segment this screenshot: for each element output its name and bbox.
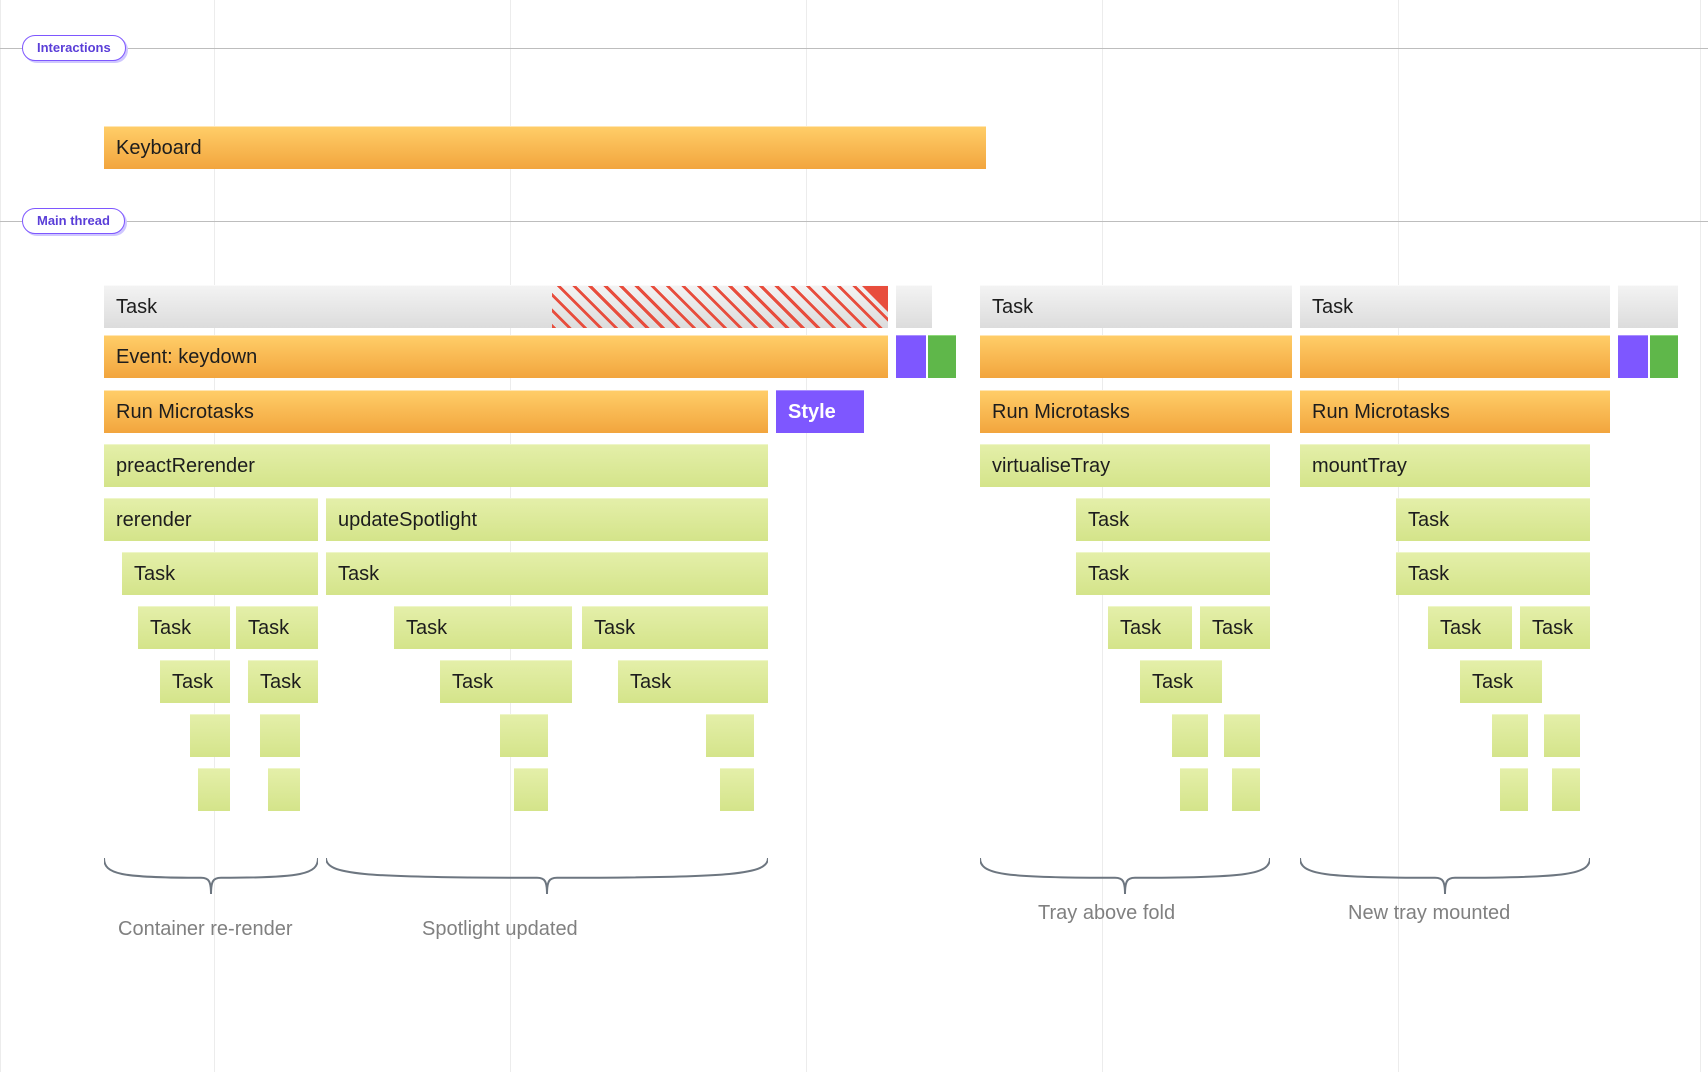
annotation-caption: Tray above fold [1038, 902, 1175, 925]
flame-entry[interactable]: Event: keydown [104, 335, 888, 378]
flame-entry[interactable] [1232, 768, 1260, 811]
flame-entry[interactable] [720, 768, 754, 811]
flame-entry[interactable]: Task [1520, 606, 1590, 649]
flame-entry[interactable] [260, 714, 300, 757]
flame-entry[interactable]: Task [1396, 498, 1590, 541]
flame-entry[interactable] [198, 768, 230, 811]
flame-entry[interactable] [1500, 768, 1528, 811]
annotation-brace [326, 858, 768, 894]
flame-entry[interactable] [1618, 285, 1678, 328]
gridline [0, 0, 1, 1072]
flame-entry[interactable]: Task [1076, 498, 1270, 541]
flame-entry[interactable] [1180, 768, 1208, 811]
flame-entry[interactable] [1650, 335, 1678, 378]
main-thread-divider [0, 221, 1708, 222]
flame-entry[interactable]: Task [1140, 660, 1222, 703]
flame-entry[interactable]: Task [440, 660, 572, 703]
flame-entry[interactable] [1492, 714, 1528, 757]
interaction-bar[interactable]: Keyboard [104, 126, 986, 169]
flame-entry[interactable]: virtualiseTray [980, 444, 1270, 487]
flame-entry[interactable] [500, 714, 548, 757]
flame-entry[interactable]: Task [618, 660, 768, 703]
gridline [1700, 0, 1701, 1072]
annotation-caption: New tray mounted [1348, 902, 1510, 925]
flame-entry[interactable]: updateSpotlight [326, 498, 768, 541]
flame-entry[interactable] [980, 335, 1292, 378]
flame-entry[interactable] [896, 285, 932, 328]
long-task-triangle-icon [862, 286, 888, 312]
flame-entry[interactable]: Run Microtasks [980, 390, 1292, 433]
flame-entry[interactable]: Run Microtasks [1300, 390, 1610, 433]
annotation-brace [980, 858, 1270, 894]
annotation-brace [104, 858, 318, 894]
flame-entry[interactable]: Task [980, 285, 1292, 328]
flame-entry[interactable]: Task [248, 660, 318, 703]
flame-entry[interactable]: Run Microtasks [104, 390, 768, 433]
flame-entry[interactable] [706, 714, 754, 757]
flame-entry[interactable] [1618, 335, 1648, 378]
flame-entry[interactable]: Task [394, 606, 572, 649]
flame-entry[interactable] [1544, 714, 1580, 757]
flame-entry[interactable]: Task [104, 285, 888, 328]
flame-entry[interactable] [1224, 714, 1260, 757]
flame-entry[interactable]: Task [1428, 606, 1512, 649]
annotation-brace [1300, 858, 1590, 894]
annotation-caption: Container re-render [118, 918, 293, 941]
flame-entry[interactable]: Task [1300, 285, 1610, 328]
interactions-divider [0, 48, 1708, 49]
flame-entry[interactable] [928, 335, 956, 378]
flame-entry[interactable] [268, 768, 300, 811]
flame-entry[interactable] [1552, 768, 1580, 811]
flame-entry[interactable]: Style [776, 390, 864, 433]
flame-entry[interactable] [896, 335, 926, 378]
flame-entry[interactable]: Task [582, 606, 768, 649]
flame-entry[interactable]: Task [1460, 660, 1542, 703]
flame-entry[interactable] [514, 768, 548, 811]
flame-entry[interactable]: Task [1200, 606, 1270, 649]
flame-entry[interactable]: Task [138, 606, 230, 649]
flame-entry[interactable]: Task [1108, 606, 1192, 649]
flame-entry[interactable]: Task [326, 552, 768, 595]
flame-entry[interactable]: Task [1396, 552, 1590, 595]
flame-entry[interactable] [1300, 335, 1610, 378]
flame-entry[interactable]: preactRerender [104, 444, 768, 487]
flame-entry[interactable]: mountTray [1300, 444, 1590, 487]
flame-entry[interactable]: Task [236, 606, 318, 649]
interactions-pill[interactable]: Interactions [22, 35, 126, 61]
main-thread-pill[interactable]: Main thread [22, 208, 125, 234]
long-task-hatch [552, 286, 888, 328]
flame-entry[interactable]: Task [122, 552, 318, 595]
flame-entry[interactable] [190, 714, 230, 757]
flame-entry[interactable]: Task [160, 660, 230, 703]
annotation-caption: Spotlight updated [422, 918, 578, 941]
flame-entry[interactable] [1172, 714, 1208, 757]
flame-entry[interactable]: rerender [104, 498, 318, 541]
flame-entry[interactable]: Task [1076, 552, 1270, 595]
